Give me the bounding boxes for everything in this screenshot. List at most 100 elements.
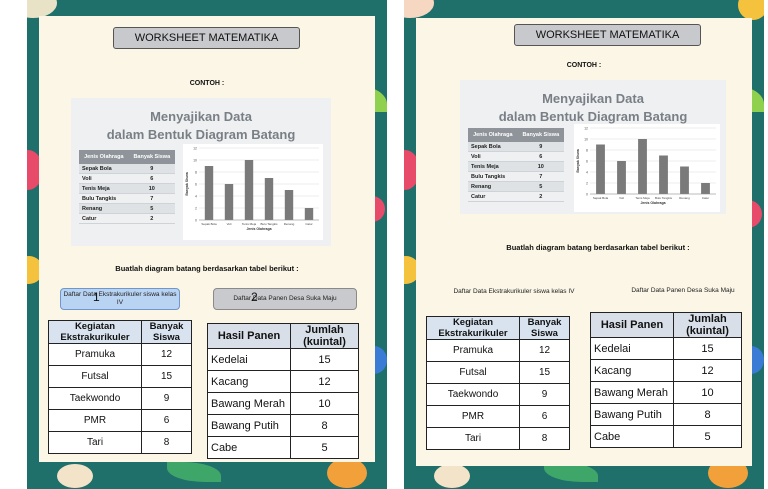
table-row: Kedelai 15 [590, 337, 742, 360]
example-cell: 10 [517, 161, 564, 172]
table-row: Futsal 15 [48, 365, 192, 388]
example-cell: Renang [79, 203, 129, 214]
chart-bar [204, 166, 214, 220]
y-axis-label: Banyak Siswa [185, 172, 189, 195]
example-image: Menyajikan Data dalam Bentuk Diagram Bat… [71, 98, 331, 246]
table-cell: 8 [519, 427, 570, 450]
table-cell: 12 [141, 343, 192, 366]
table-cell: PMR [426, 405, 520, 428]
table-cell: 9 [141, 387, 192, 410]
table-cell: 15 [519, 361, 570, 384]
table-cell: 5 [290, 436, 359, 459]
x-tick-label: Catur [305, 222, 312, 226]
table-cell: 12 [673, 359, 742, 382]
example-cell: Voli [468, 151, 518, 162]
table-header: Banyak Siswa [141, 320, 192, 344]
table-row: Kacang 12 [590, 359, 742, 382]
example-title-line1: Menyajikan Data [542, 91, 644, 106]
table-row: Taekwondo 9 [426, 383, 570, 406]
table-cell: 12 [519, 339, 570, 362]
table-row: Taekwondo 9 [48, 387, 192, 410]
example-title-line2: dalam Bentuk Diagram Batang [106, 127, 296, 142]
table-cell: Kedelai [590, 337, 674, 360]
table-header: Banyak Siswa [519, 316, 570, 340]
example-cell: Bulu Tangkis [79, 193, 129, 204]
table-cell: Bawang Merah [590, 381, 674, 404]
table-cell: 10 [290, 392, 359, 415]
number-1: 1 [93, 290, 100, 304]
table-row: PMR 6 [48, 409, 192, 432]
example-table-header: Jenis Olahraga [468, 128, 518, 142]
chart-bar [264, 178, 274, 220]
table-cell: Cabe [590, 425, 674, 448]
table-cell: 6 [519, 405, 570, 428]
table-cell: Kedelai [207, 348, 291, 371]
flower-decoration [434, 464, 470, 488]
flower-decoration [738, 0, 764, 20]
x-tick-label: Voli [619, 196, 624, 200]
example-cell: Bulu Tangkis [468, 171, 518, 182]
flower-decoration [327, 458, 367, 488]
contoh-label: CONTOH : [566, 62, 602, 69]
example-cell: Voli [79, 173, 129, 184]
table-header: Hasil Panen [590, 312, 674, 338]
instruction-text: Buatlah diagram batang berdasarkan tabel… [115, 264, 299, 273]
flower-decoration [404, 0, 434, 18]
table-panen: Hasil Panen Jumlah (kuintal) Kedelai 15 K… [207, 323, 359, 459]
table-row: Tari 8 [426, 427, 570, 450]
x-tick-label: Renang [284, 222, 295, 226]
table-cell: Kacang [207, 370, 291, 393]
example-cell: Catur [468, 191, 518, 202]
y-tick-label: 0 [195, 219, 197, 223]
table-row: Cabe 5 [207, 436, 359, 459]
table-header: Jumlah (kuintal) [290, 323, 359, 349]
table-cell: Taekwondo [48, 387, 142, 410]
example-cell: 6 [517, 151, 564, 162]
worksheet-page-2: WORKSHEET MATEMATIKA CONTOH : Menyajikan… [404, 0, 764, 489]
worksheet-title: WORKSHEET MATEMATIKA [113, 27, 300, 49]
table-cell: 15 [673, 337, 742, 360]
chart-bar [680, 166, 689, 194]
example-cell: Renang [468, 181, 518, 192]
table-row: Pramuka 12 [426, 339, 570, 362]
example-cell: 2 [128, 213, 175, 224]
y-tick-label: 4 [586, 171, 588, 175]
table-cell: 10 [673, 381, 742, 404]
table-cell: Futsal [426, 361, 520, 384]
x-tick-label: Catur [702, 196, 709, 200]
table-row: Tari 8 [48, 431, 192, 454]
x-tick-label: Voli [227, 222, 232, 226]
table-cell: 12 [290, 370, 359, 393]
y-tick-label: 2 [586, 182, 588, 186]
y-axis-label: Banyak Siswa [576, 149, 580, 172]
chart-bar [244, 160, 254, 220]
y-tick-label: 6 [195, 183, 197, 187]
example-image: Menyajikan Data dalam Bentuk Diagram Bat… [460, 80, 726, 214]
example-cell: 2 [517, 191, 564, 202]
table-cell: 8 [673, 403, 742, 426]
example-cell: 6 [128, 173, 175, 184]
table-header: Hasil Panen [207, 323, 291, 349]
table-cell: 8 [290, 414, 359, 437]
table-cell: Tari [48, 431, 142, 454]
number-2: 2 [251, 290, 258, 304]
chart-bar [596, 144, 605, 194]
example-cell: Sepak Bola [468, 142, 518, 152]
table-cell: 6 [141, 409, 192, 432]
y-tick-label: 8 [586, 149, 588, 153]
example-cell: 9 [128, 164, 175, 174]
x-axis-label: Jenis Olahraga [640, 201, 665, 205]
example-title-line1: Menyajikan Data [150, 109, 252, 124]
y-tick-label: 0 [586, 193, 588, 197]
table-cell: Pramuka [48, 343, 142, 366]
x-tick-label: Tenis Meja [635, 196, 650, 200]
table-panen: Hasil Panen Jumlah (kuintal) Kedelai 15 K… [590, 312, 742, 448]
x-tick-label: Bulu Tangkis [261, 222, 278, 226]
table-cell: PMR [48, 409, 142, 432]
example-cell: Catur [79, 213, 129, 224]
x-axis-label: Jenis Olahraga [246, 227, 271, 231]
example-cell: 7 [128, 193, 175, 204]
example-cell: 9 [517, 142, 564, 152]
table-row: Pramuka 12 [48, 343, 192, 366]
chart-bar [659, 155, 668, 194]
